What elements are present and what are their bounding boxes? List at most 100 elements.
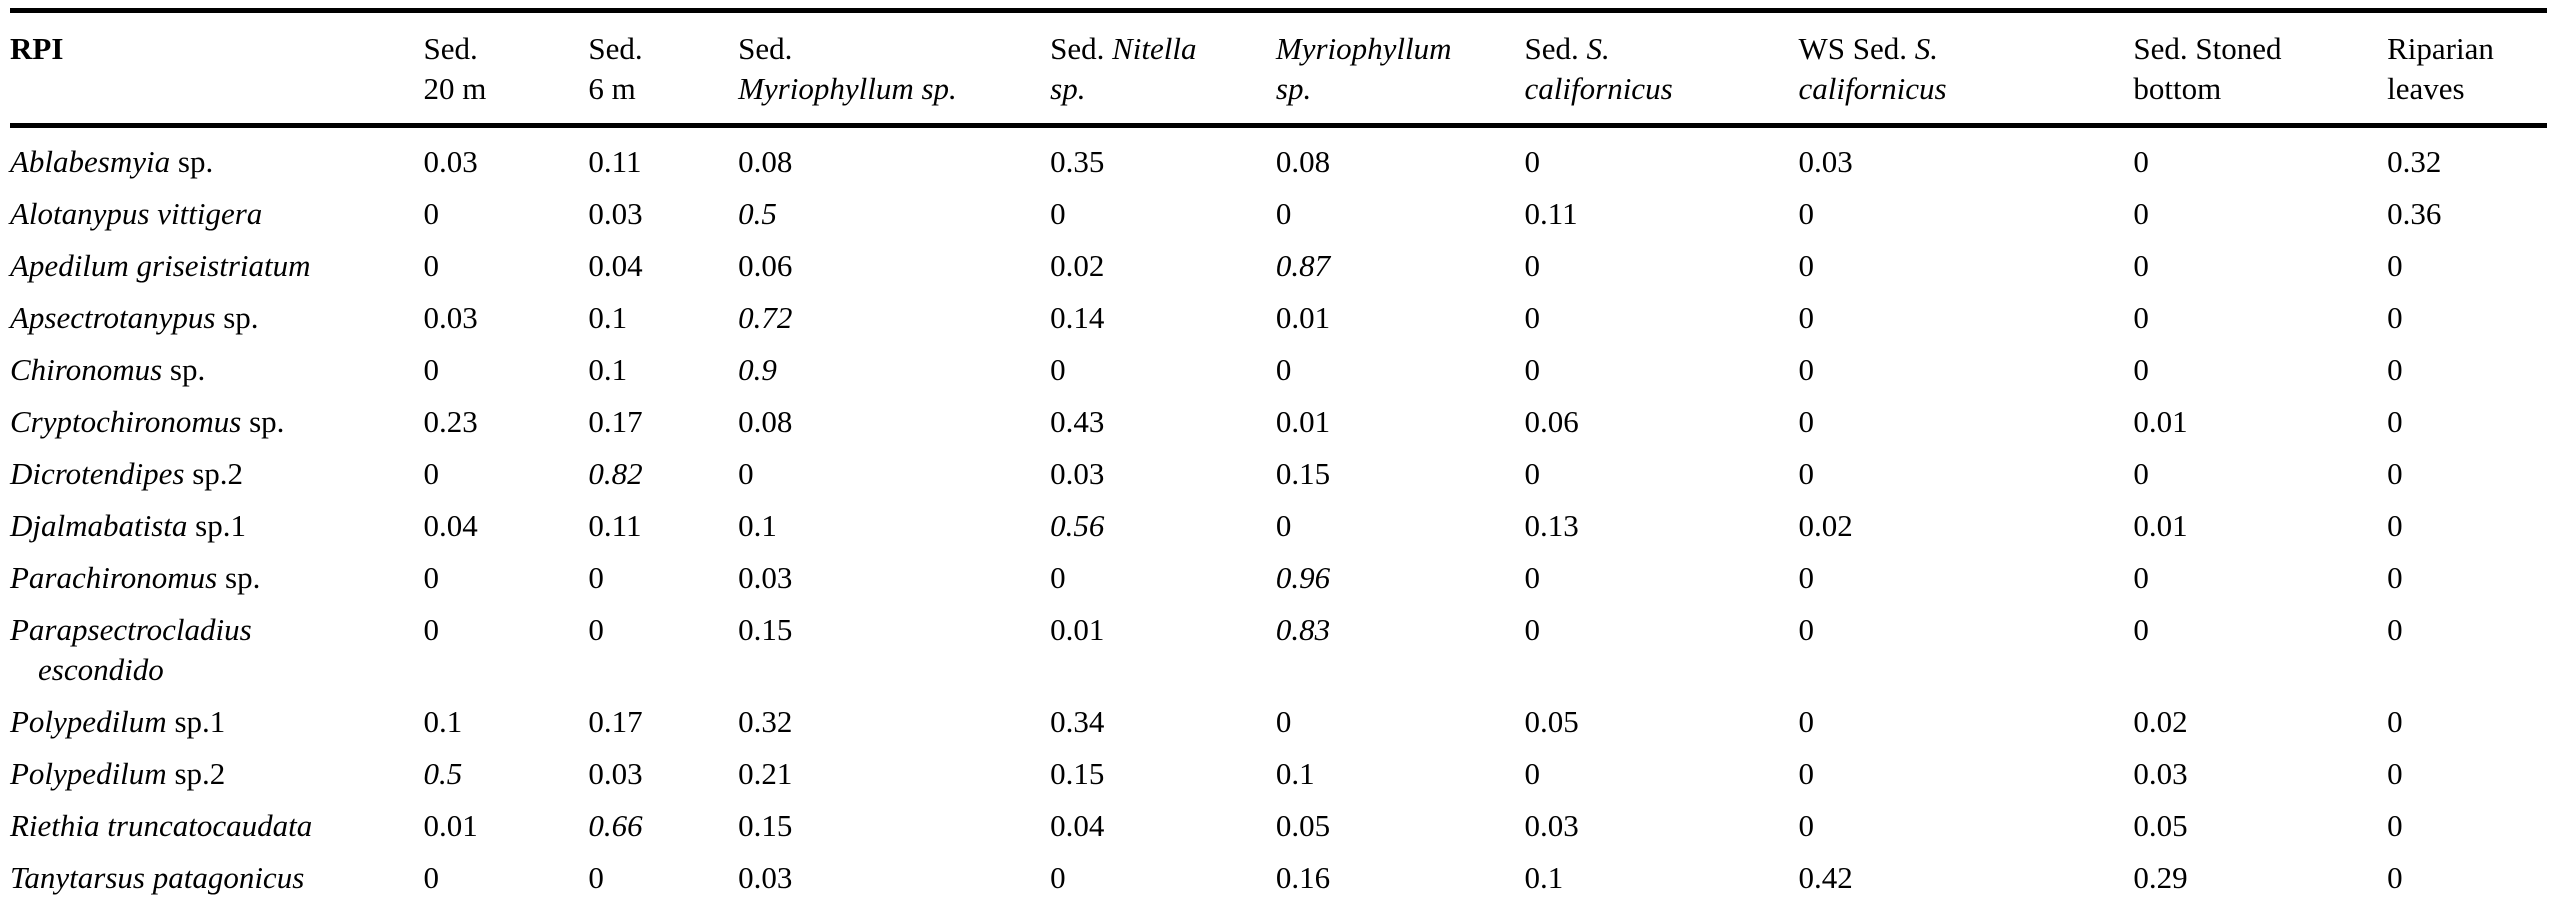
value-cell: 0.1: [1525, 852, 1799, 904]
species-name: sp.: [162, 352, 206, 387]
value-cell: 0.11: [588, 500, 738, 552]
rpi-value: 0.15: [738, 612, 793, 647]
rpi-value: 0: [1275, 508, 1292, 543]
species-name: sp.2: [166, 756, 226, 791]
rpi-value: 0.32: [738, 704, 793, 739]
value-cell: 0: [2133, 126, 2387, 189]
value-cell: 0.34: [1050, 696, 1276, 748]
value-cell: 0: [1799, 552, 2134, 604]
rpi-value: 0: [423, 612, 440, 647]
value-cell: 0: [1050, 552, 1276, 604]
rpi-value: 0: [1798, 756, 1815, 791]
value-cell: 0: [738, 448, 1050, 500]
value-cell: 0: [2133, 188, 2387, 240]
header-line: Myriophyllum sp.: [738, 69, 1040, 109]
species-name-cell: Apedilum griseistriatum: [10, 240, 424, 292]
rpi-value: 0.96: [1275, 560, 1331, 595]
value-cell: 0.66: [588, 800, 738, 852]
species-name: sp.: [170, 144, 214, 179]
value-cell: 0.9: [738, 344, 1050, 396]
rpi-value: 0.03: [423, 144, 478, 179]
value-cell: 0: [1799, 396, 2134, 448]
value-cell: 0: [1799, 696, 2134, 748]
value-cell: 0.42: [1799, 852, 2134, 904]
rpi-value: 0.11: [588, 508, 642, 543]
value-cell: 0.03: [424, 292, 589, 344]
column-header-sed-myriophyllum: Sed. Myriophyllum sp.: [738, 10, 1051, 128]
rpi-value: 0: [1798, 352, 1815, 387]
header-text: S.: [1586, 31, 1610, 66]
table-row: Djalmabatista sp.1 0.04 0.11 0.1 0.56 0 0.13 0.…: [10, 500, 2547, 552]
value-cell: 0: [1799, 748, 2134, 800]
value-cell: 0.87: [1276, 240, 1525, 292]
rpi-value: 0: [2133, 144, 2149, 179]
column-header-rpi: RPI: [10, 10, 424, 128]
value-cell: 0: [424, 852, 589, 904]
value-cell: 0.04: [424, 500, 589, 552]
value-cell: 0.11: [1525, 188, 1799, 240]
rpi-value: 0: [2387, 808, 2403, 843]
value-cell: 0: [1276, 344, 1525, 396]
header-text: Sed.: [1050, 31, 1113, 66]
value-cell: 0: [2387, 344, 2547, 396]
header-line: sp.: [1276, 69, 1515, 109]
species-name: sp.2: [184, 456, 244, 491]
value-cell: 0.03: [1525, 800, 1799, 852]
rpi-value: 0: [2387, 352, 2403, 387]
value-cell: 0.1: [738, 500, 1050, 552]
value-cell: 0: [1799, 292, 2134, 344]
rpi-value: 0.5: [738, 196, 777, 231]
column-header-sed-6m: Sed. 6 m: [588, 10, 739, 128]
value-cell: 0.01: [1276, 396, 1525, 448]
rpi-value: 0.01: [423, 808, 478, 843]
header-line: Sed.: [424, 29, 579, 69]
value-cell: 0.06: [1525, 396, 1799, 448]
value-cell: 0: [424, 344, 589, 396]
value-cell: 0: [1525, 292, 1799, 344]
value-cell: 0.03: [1050, 448, 1276, 500]
value-cell: 0.5: [424, 748, 589, 800]
value-cell: 0.08: [738, 126, 1050, 189]
rpi-value: 0.1: [588, 352, 628, 387]
rpi-value: 0.06: [1524, 404, 1579, 439]
rpi-value: 0.5: [423, 756, 463, 791]
value-cell: 0.03: [738, 852, 1050, 904]
value-cell: 0: [2133, 240, 2387, 292]
rpi-value: 0.35: [1050, 144, 1105, 179]
value-cell: 0: [424, 240, 589, 292]
rpi-value: 0.23: [423, 404, 478, 439]
rpi-value: 0: [1275, 352, 1292, 387]
rpi-value: 0: [2387, 704, 2403, 739]
header-row: RPI Sed. 20 m Sed. 6 m Sed. Myriophyllum sp. Se…: [10, 10, 2547, 128]
value-cell: 0.15: [1050, 748, 1276, 800]
rpi-value: 0.08: [1275, 144, 1331, 179]
rpi-value: 0: [423, 248, 440, 283]
value-cell: 0.08: [738, 396, 1050, 448]
value-cell: 0.17: [588, 696, 738, 748]
value-cell: 0: [1050, 852, 1276, 904]
rpi-value: 0.03: [738, 560, 793, 595]
value-cell: 0: [1276, 188, 1525, 240]
value-cell: 0.03: [738, 552, 1050, 604]
rpi-value: 0.03: [2133, 756, 2188, 791]
species-name-cell: Apsectrotanypus sp.: [10, 292, 424, 344]
value-cell: 0.35: [1050, 126, 1276, 189]
value-cell: 0: [1050, 188, 1276, 240]
header-text: Sed.: [588, 31, 643, 66]
rpi-value: 0.72: [738, 300, 793, 335]
value-cell: 0: [2387, 396, 2547, 448]
value-cell: 0: [2387, 292, 2547, 344]
column-header-sed-stoned-bottom: Sed. Stoned bottom: [2133, 10, 2388, 128]
value-cell: 0: [2133, 552, 2387, 604]
rpi-value: 0: [423, 860, 440, 895]
header-text: leaves: [2387, 71, 2465, 106]
rpi-value: 0.06: [738, 248, 793, 283]
value-cell: 0.11: [588, 126, 738, 189]
rpi-value: 0: [1275, 704, 1292, 739]
value-cell: 0.1: [588, 344, 738, 396]
header-text: sp.: [1050, 71, 1086, 106]
table-row: Polypedilum sp.1 0.1 0.17 0.32 0.34 0 0.05 0 0.0…: [10, 696, 2547, 748]
rpi-value: 0: [1050, 352, 1066, 387]
value-cell: 0: [588, 852, 738, 904]
header-text: Sed.: [423, 31, 478, 66]
